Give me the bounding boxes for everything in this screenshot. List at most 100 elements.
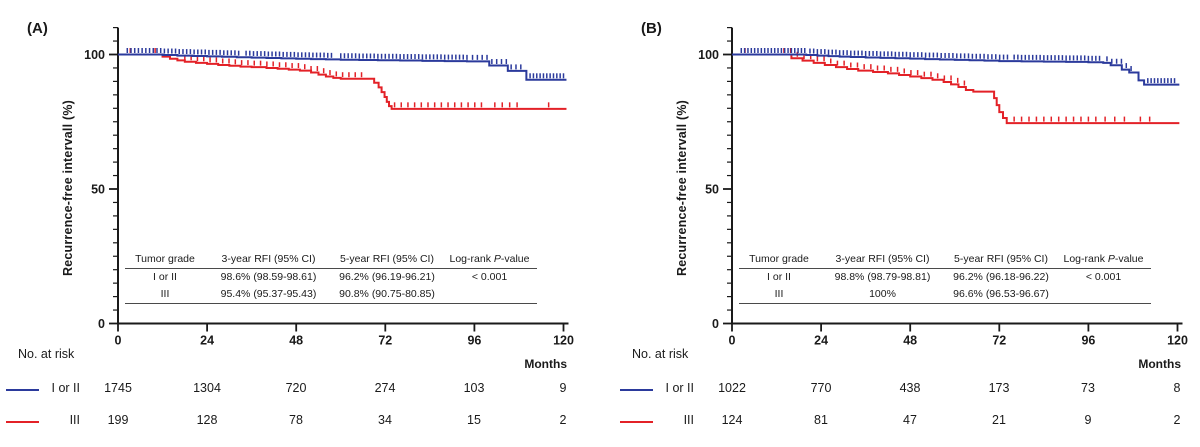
stats-header-cell: Tumor grade xyxy=(739,251,819,270)
risk-row-grade3: III 199 128 78 34 15 2 xyxy=(0,413,600,431)
risk-count: 1745 xyxy=(104,381,132,395)
svg-text:100: 100 xyxy=(84,48,105,62)
stats-cell: 96.2% (96.19-96.21) xyxy=(339,271,435,284)
legend-label: III xyxy=(69,413,80,427)
risk-count: 9 xyxy=(559,381,567,395)
svg-text:48: 48 xyxy=(903,334,917,348)
risk-count: 173 xyxy=(988,381,1010,395)
stats-cell xyxy=(442,286,537,305)
logrank-p: P xyxy=(1107,253,1115,265)
km-plot-b: 0 50 100 0 24 48 72 96 120 xyxy=(698,27,1188,348)
stats-row: I or II 98.8% (98.79-98.81) 96.2% (96.18… xyxy=(739,269,1151,287)
stats-table-a: Tumor grade 3-year RFI (95% CI) 5-year R… xyxy=(125,251,537,305)
stats-cell: 98.6% (98.59-98.61) xyxy=(220,271,317,284)
legend-line-red xyxy=(620,421,653,424)
stats-row: I or II 98.6% (98.59-98.61) 96.2% (96.19… xyxy=(125,269,537,287)
svg-text:0: 0 xyxy=(712,317,719,331)
svg-text:48: 48 xyxy=(289,334,303,348)
logrank-suffix: -value xyxy=(500,253,530,265)
risk-count: 9 xyxy=(1084,413,1092,427)
risk-count: 2 xyxy=(1173,413,1181,427)
risk-count: 720 xyxy=(285,381,307,395)
stats-header-cell: 5-year RFI (95% CI) xyxy=(332,251,442,270)
stats-header-row: Tumor grade 3-year RFI (95% CI) 5-year R… xyxy=(739,251,1151,270)
risk-count: 8 xyxy=(1173,381,1181,395)
x-axis-label: Months xyxy=(524,357,567,371)
stats-header-cell: 3-year RFI (95% CI) xyxy=(819,251,946,270)
risk-count: 1304 xyxy=(193,381,221,395)
stats-header-cell-logrank: Log-rank P-value xyxy=(442,251,537,270)
legend-line-red xyxy=(6,421,39,424)
risk-count: 47 xyxy=(903,413,917,427)
risk-count: 770 xyxy=(810,381,832,395)
stats-cell: 96.2% (96.18-96.22) xyxy=(953,271,1049,284)
stats-cell: < 0.001 xyxy=(1085,271,1122,284)
risk-count: 103 xyxy=(463,381,485,395)
svg-text:50: 50 xyxy=(91,183,105,197)
logrank-prefix: Log-rank xyxy=(1063,253,1108,265)
stats-cell: 100% xyxy=(819,286,946,305)
stats-cell: III xyxy=(739,286,819,305)
stats-cell: < 0.001 xyxy=(471,271,508,284)
no-at-risk-label: No. at risk xyxy=(632,347,689,361)
svg-text:72: 72 xyxy=(378,334,392,348)
stats-cell: I or II xyxy=(153,271,177,284)
panel-label-b: (B) xyxy=(641,20,662,37)
logrank-p: P xyxy=(493,253,501,265)
svg-text:72: 72 xyxy=(992,334,1006,348)
legend-line-blue xyxy=(620,389,653,392)
risk-row-grade1: I or II 1022 770 438 173 73 8 xyxy=(614,381,1200,399)
svg-text:24: 24 xyxy=(814,334,828,348)
risk-row-grade3: III 124 81 47 21 9 2 xyxy=(614,413,1200,431)
svg-text:100: 100 xyxy=(698,48,719,62)
risk-count: 128 xyxy=(196,413,218,427)
svg-text:0: 0 xyxy=(115,334,122,348)
risk-count: 73 xyxy=(1081,381,1095,395)
panel-b: 0 50 100 0 24 48 72 96 120 (B) Recurrence-free i… xyxy=(614,0,1200,447)
panel-label-a: (A) xyxy=(27,20,48,37)
stats-cell xyxy=(1056,286,1151,305)
no-at-risk-label: No. at risk xyxy=(18,347,75,361)
legend-label: I or II xyxy=(665,381,694,395)
y-axis-label: Recurrence-free intervall (%) xyxy=(61,99,75,277)
stats-row: III 95.4% (95.37-95.43) 90.8% (90.75-80.… xyxy=(125,286,537,305)
risk-row-grade1: I or II 1745 1304 720 274 103 9 xyxy=(0,381,600,399)
risk-count: 81 xyxy=(814,413,828,427)
stats-header-row: Tumor grade 3-year RFI (95% CI) 5-year R… xyxy=(125,251,537,270)
stats-cell: 98.8% (98.79-98.81) xyxy=(834,271,931,284)
stats-cell: 95.4% (95.37-95.43) xyxy=(205,286,332,305)
svg-text:0: 0 xyxy=(98,317,105,331)
risk-count: 124 xyxy=(721,413,743,427)
stats-cell: I or II xyxy=(767,271,791,284)
svg-text:0: 0 xyxy=(729,334,736,348)
risk-count: 34 xyxy=(378,413,392,427)
svg-text:96: 96 xyxy=(1081,334,1095,348)
x-axis-label: Months xyxy=(1138,357,1181,371)
risk-count: 1022 xyxy=(718,381,746,395)
km-plot-a: 0 50 100 0 24 48 72 96 120 xyxy=(84,27,574,348)
stats-header-cell-logrank: Log-rank P-value xyxy=(1056,251,1151,270)
stats-table-b: Tumor grade 3-year RFI (95% CI) 5-year R… xyxy=(739,251,1151,305)
logrank-prefix: Log-rank xyxy=(449,253,494,265)
stats-header-cell: 5-year RFI (95% CI) xyxy=(946,251,1056,270)
y-axis-label: Recurrence-free intervall (%) xyxy=(675,99,689,277)
risk-count: 21 xyxy=(992,413,1006,427)
stats-cell: 90.8% (90.75-80.85) xyxy=(332,286,442,305)
stats-header-cell: Tumor grade xyxy=(125,251,205,270)
svg-text:120: 120 xyxy=(1167,334,1188,348)
risk-count: 15 xyxy=(467,413,481,427)
stats-row: III 100% 96.6% (96.53-96.67) xyxy=(739,286,1151,305)
stats-cell: 96.6% (96.53-96.67) xyxy=(946,286,1056,305)
risk-count: 78 xyxy=(289,413,303,427)
logrank-suffix: -value xyxy=(1114,253,1144,265)
risk-count: 274 xyxy=(374,381,396,395)
svg-text:50: 50 xyxy=(705,183,719,197)
legend-line-blue xyxy=(6,389,39,392)
risk-count: 199 xyxy=(107,413,129,427)
svg-text:96: 96 xyxy=(467,334,481,348)
stats-header-cell: 3-year RFI (95% CI) xyxy=(205,251,332,270)
risk-count: 438 xyxy=(899,381,921,395)
legend-label: I or II xyxy=(51,381,80,395)
svg-text:24: 24 xyxy=(200,334,214,348)
